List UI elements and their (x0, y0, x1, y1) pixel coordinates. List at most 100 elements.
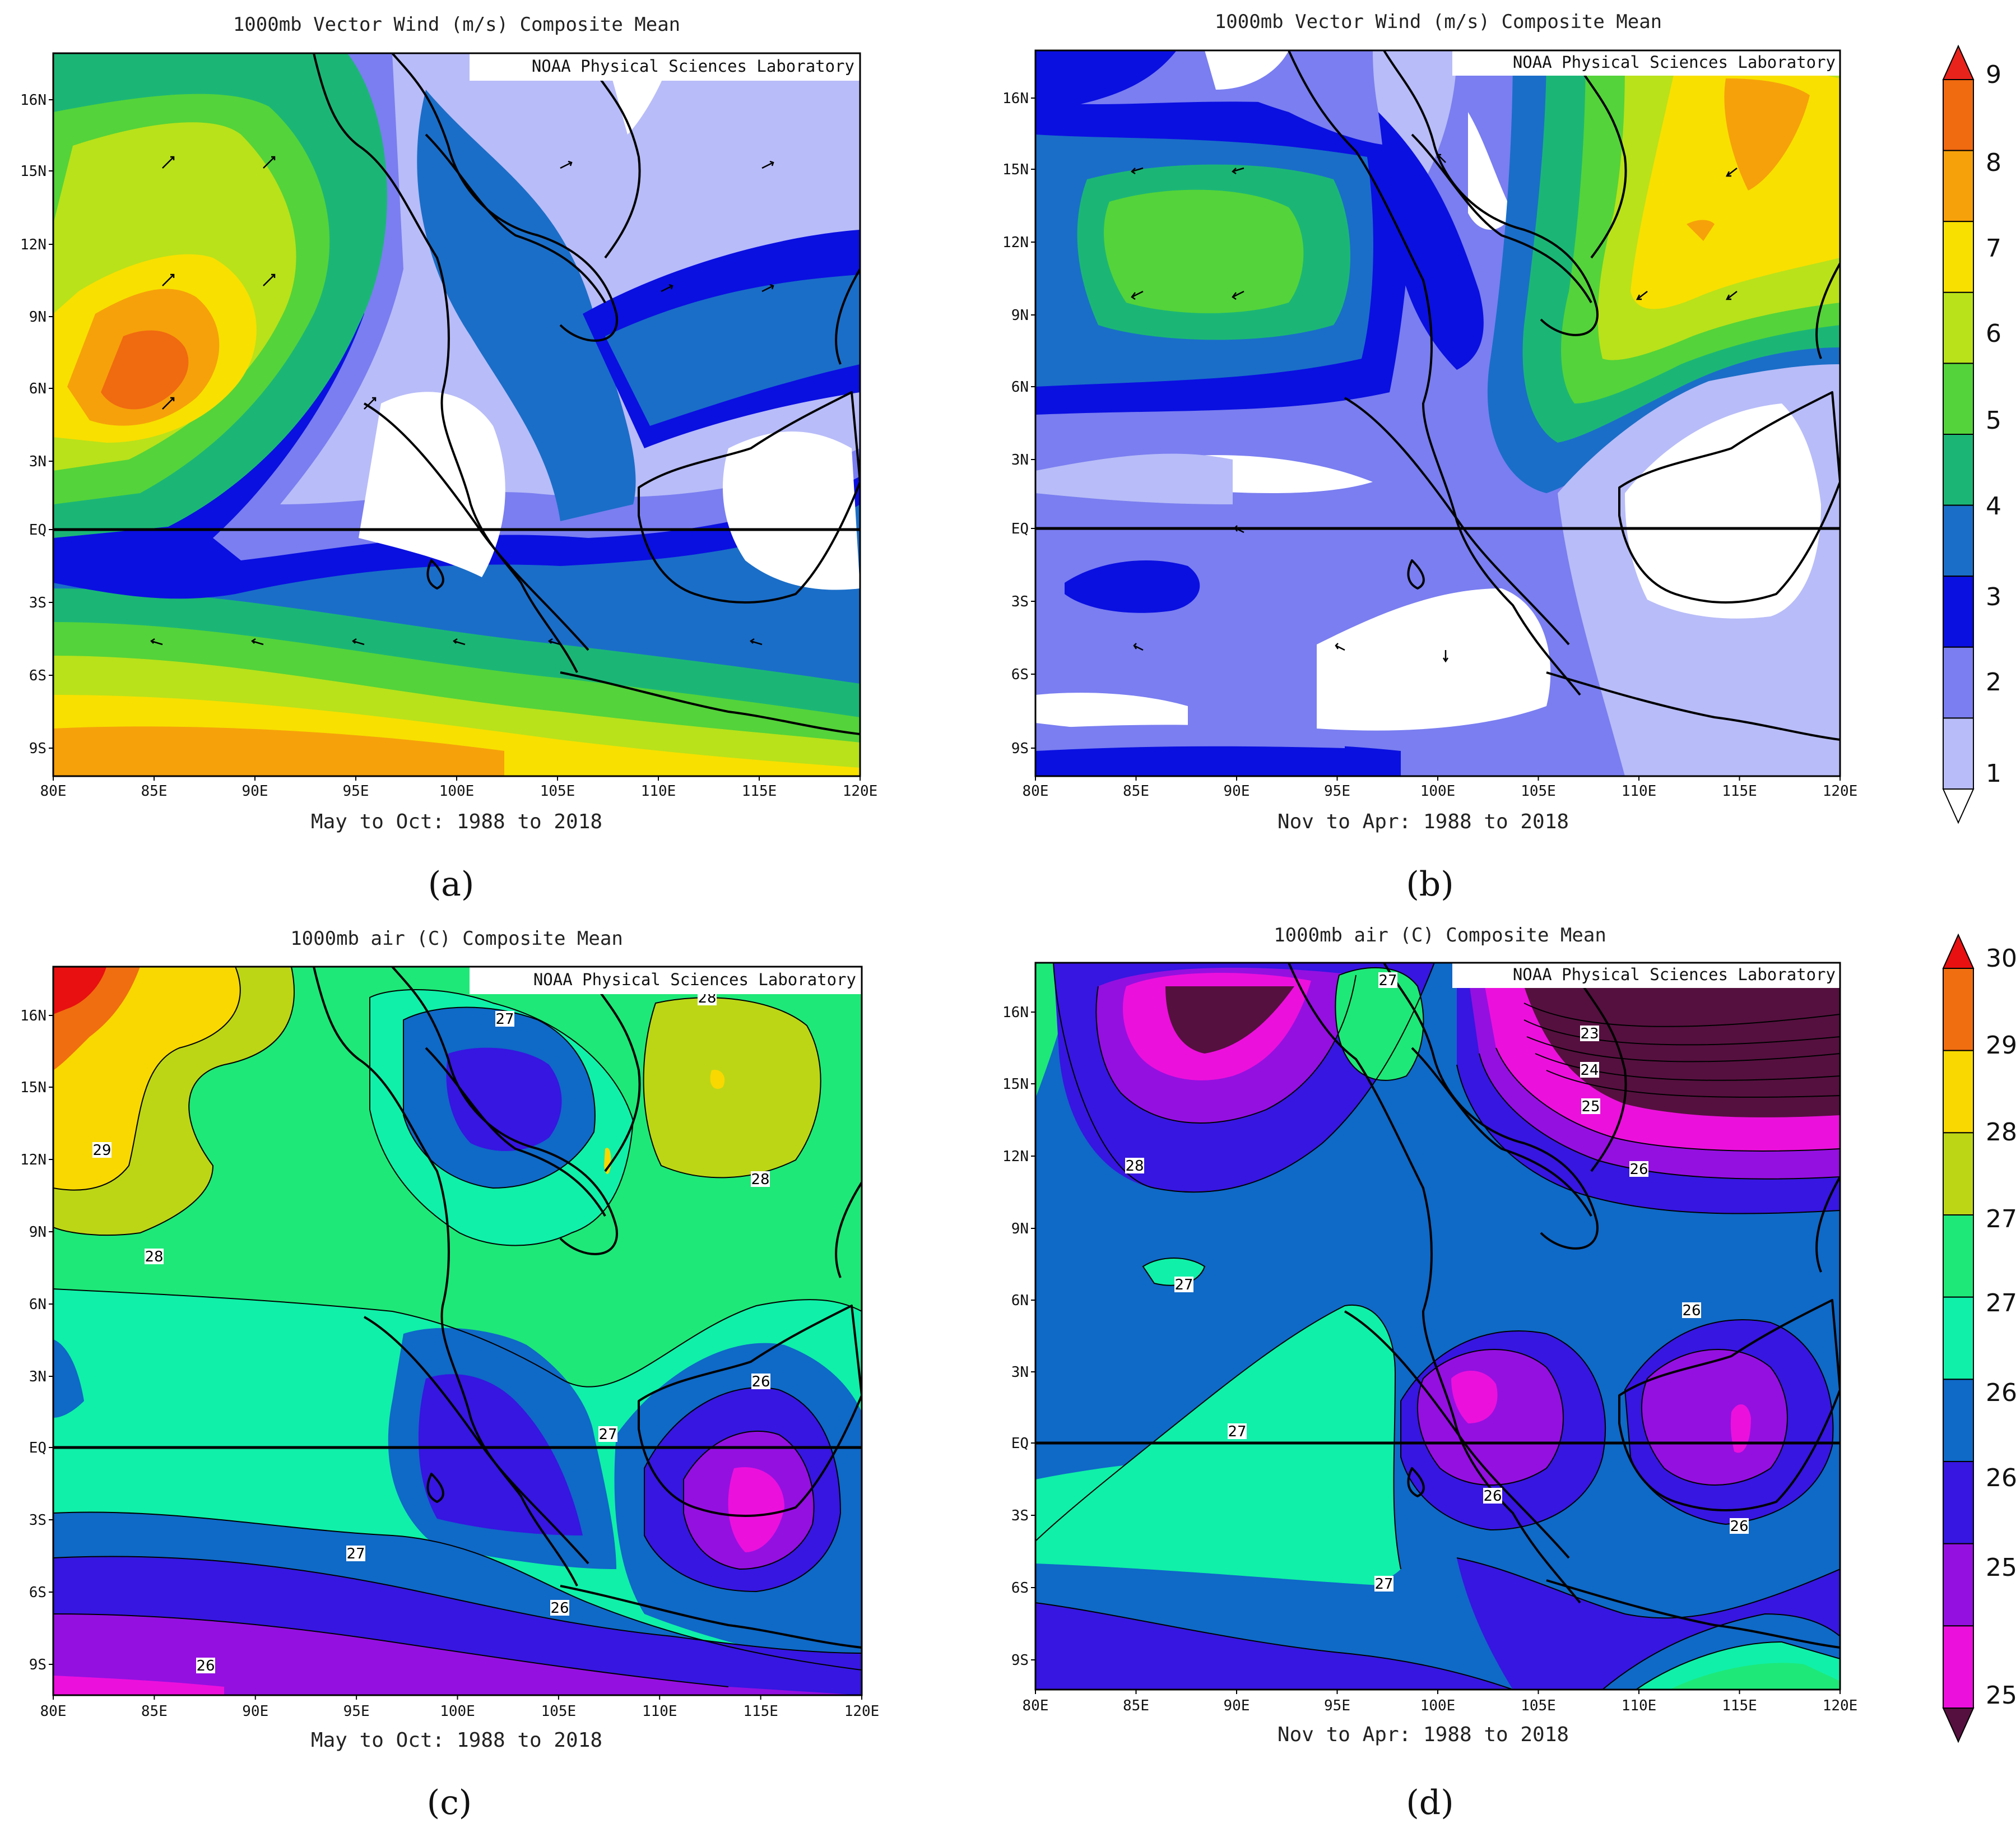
colorbar-label: 1 (1986, 759, 2001, 788)
panel-a-title: 1000mb Vector Wind (m/s) Composite Mean (233, 13, 680, 36)
lon-tick-label: 80E (40, 783, 67, 800)
panel-d-contour-label: 28 (1125, 1158, 1144, 1175)
panel-a-subtitle: May to Oct: 1988 to 2018 (311, 810, 602, 833)
colorbar-label: 3 (1986, 583, 2001, 611)
panel-a-credit: NOAA Physical Sciences Laboratory (532, 57, 854, 76)
lat-tick-label: 6N (29, 381, 47, 397)
panel-d-contour-label: 26 (1629, 1161, 1648, 1178)
lon-tick-label: 90E (1224, 783, 1250, 800)
colorbar-label: 27 (1986, 1289, 2016, 1317)
panel-a-axis-ticks: 80E 85E 90E 95E 100E 105E 110E 115E 120E 16N 15N 12… (20, 92, 877, 800)
colorbar-segment (1943, 291, 1974, 364)
panel-b-subtitle: Nov to Apr: 1988 to 2018 (1278, 810, 1569, 833)
colorbar-wind-speed: 9 8 7 6 5 4 3 2 1 (1942, 44, 2001, 824)
colorbar-bottom-triangle (1942, 788, 1975, 824)
colorbar-label: 9 (1986, 61, 2001, 89)
lon-tick-label: 115E (743, 1703, 778, 1720)
colorbar-segment (1943, 150, 1974, 222)
panel-d-contour-label: 27 (1228, 1423, 1246, 1440)
lat-tick-label: 16N (1002, 1004, 1029, 1021)
lat-tick-label: 6S (1011, 1580, 1029, 1597)
lon-tick-label: 110E (1622, 783, 1657, 800)
colorbar-bottom-triangle (1942, 1708, 1975, 1743)
lat-tick-label: EQ (29, 522, 47, 539)
panel-c-map: 27 28 28 29 28 27 26 27 26 26 (53, 967, 862, 1695)
lat-tick-label: 12N (1002, 234, 1029, 251)
colorbar-segment (1943, 968, 1974, 1051)
panel-d-contour-label: 27 (1174, 1277, 1193, 1293)
panel-c-credit: NOAA Physical Sciences Laboratory (533, 970, 856, 989)
lon-tick-label: 105E (1521, 783, 1556, 800)
lat-tick-label: 9N (29, 1224, 47, 1241)
colorbar-label: 25 (1986, 1681, 2016, 1710)
lon-tick-label: 105E (540, 783, 575, 800)
panel-d-title: 1000mb air (C) Composite Mean (1274, 924, 1606, 947)
colorbar-label: 29 (1986, 1031, 2016, 1060)
lon-tick-label: 85E (141, 1703, 168, 1720)
colorbar-label: 4 (1986, 492, 2001, 521)
colorbar-top-triangle (1942, 933, 1975, 969)
panel-d-contour-label: 27 (1374, 1576, 1393, 1593)
panel-b-axis-ticks: 80E 85E 90E 95E 100E 105E 110E 115E 120E 16N 15N 12… (1002, 90, 1857, 800)
panel-d-contour-label: 27 (1378, 972, 1397, 989)
panel-d-air-nov-apr: 1000mb air (C) Composite Mean (1002, 924, 1857, 1822)
panel-c-label: (c) (427, 1783, 472, 1822)
colorbar-label: 8 (1986, 149, 2001, 177)
lon-tick-label: 90E (242, 783, 268, 800)
lon-tick-label: 100E (439, 783, 475, 800)
lon-tick-label: 80E (1023, 783, 1049, 800)
panel-a-map: NOAA Physical Sciences Laboratory (53, 53, 860, 776)
colorbar-label: 25 (1986, 1553, 2016, 1582)
panel-c-contour-label: 29 (92, 1142, 111, 1159)
lon-tick-label: 105E (1521, 1697, 1556, 1714)
panel-c-contour-label: 26 (751, 1374, 770, 1390)
panel-d-axis-ticks: 80E 85E 90E 95E 100E 105E 110E 115E 120E 16N 15N 12… (1002, 1004, 1857, 1714)
colorbar-segment (1943, 1625, 1974, 1709)
lat-tick-label: 15N (1002, 1076, 1029, 1093)
lat-tick-label: 3N (29, 453, 47, 470)
panel-c-axis-ticks: 80E 85E 90E 95E 100E 105E 110E 115E 120E 16N 15N 12… (20, 1008, 879, 1720)
lon-tick-label: 100E (440, 1703, 475, 1720)
colorbar-segment (1943, 504, 1974, 577)
lon-tick-label: 115E (1722, 1697, 1757, 1714)
lat-tick-label: 9N (29, 309, 47, 326)
lat-tick-label: EQ (1011, 521, 1029, 537)
colorbar-segment (1943, 717, 1974, 790)
lon-tick-label: 105E (541, 1703, 577, 1720)
lat-tick-label: 3N (1011, 452, 1029, 468)
panel-d-contour-label: 26 (1483, 1488, 1502, 1505)
lat-tick-label: 16N (20, 1008, 47, 1024)
colorbar-label: 5 (1986, 406, 2001, 435)
lon-tick-label: 110E (1622, 1697, 1657, 1714)
panel-a-label: (a) (428, 865, 475, 904)
lon-tick-label: 120E (1823, 783, 1858, 800)
lon-tick-label: 120E (1823, 1697, 1858, 1714)
lon-tick-label: 115E (1722, 783, 1757, 800)
lat-tick-label: 3S (1011, 1507, 1029, 1524)
lon-tick-label: 100E (1420, 783, 1456, 800)
lat-tick-label: 6S (29, 667, 47, 684)
colorbar-label: 7 (1986, 234, 2001, 263)
lat-tick-label: 15N (20, 163, 47, 180)
colorbar-segment (1943, 363, 1974, 435)
colorbar-segment (1943, 1379, 1974, 1462)
lat-tick-label: 16N (20, 92, 47, 109)
colorbar-air-temperature: 30 29 28 27 27 26 26 25 25 (1942, 933, 2016, 1743)
lat-tick-label: 12N (20, 236, 47, 253)
lon-tick-label: 95E (343, 1703, 370, 1720)
colorbar-segment (1943, 1461, 1974, 1544)
colorbar-segment (1943, 646, 1974, 719)
lon-tick-label: 110E (641, 783, 676, 800)
lon-tick-label: 110E (642, 1703, 677, 1720)
lon-tick-label: 80E (1023, 1697, 1049, 1714)
lat-tick-label: 3S (29, 1512, 47, 1529)
colorbar-segment (1943, 1214, 1974, 1298)
panel-d-contour-label: 23 (1580, 1026, 1599, 1042)
lat-tick-label: 9S (1011, 740, 1029, 757)
lon-tick-label: 95E (343, 783, 369, 800)
colorbar-top-triangle (1942, 44, 1975, 80)
lon-tick-label: 95E (1324, 1697, 1350, 1714)
panel-d-contour-labels: 27 23 24 25 26 28 27 26 27 26 (1125, 972, 1749, 1593)
lat-tick-label: 9S (1011, 1652, 1029, 1669)
